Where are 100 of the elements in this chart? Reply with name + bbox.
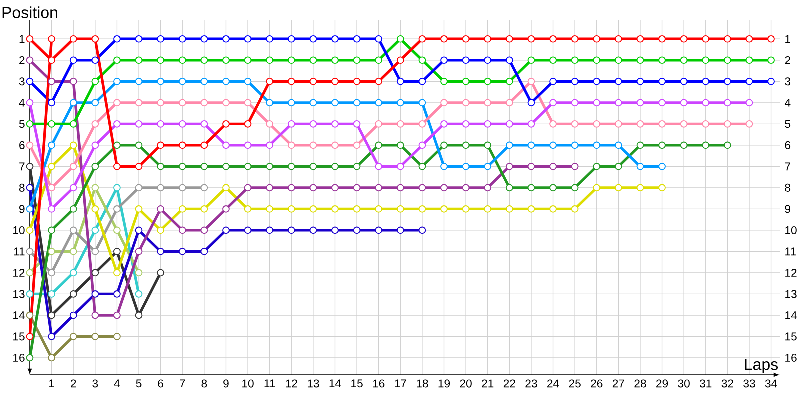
point [135, 56, 143, 64]
point [746, 35, 754, 43]
point [222, 226, 230, 234]
point [157, 99, 164, 107]
point [615, 184, 622, 192]
x-tick-label: 18 [417, 380, 428, 388]
point [310, 226, 318, 234]
point [266, 35, 274, 43]
point [462, 120, 470, 128]
x-tick-label: 22 [504, 380, 516, 388]
point [615, 142, 622, 150]
point [396, 184, 404, 192]
point [92, 333, 100, 340]
point [418, 142, 426, 150]
point [244, 56, 252, 64]
y-tick-label: 7 [20, 162, 25, 171]
point [484, 78, 492, 86]
point [114, 142, 121, 150]
point [484, 184, 492, 192]
point [506, 163, 514, 170]
x-tick-label: 10 [242, 380, 254, 388]
point [135, 226, 143, 234]
point [92, 99, 100, 107]
point [680, 120, 688, 128]
point [310, 120, 318, 128]
point [462, 184, 470, 192]
point [658, 163, 666, 170]
y-tick-label: 15 [14, 332, 25, 341]
point [396, 56, 404, 64]
point [440, 120, 448, 128]
point [266, 142, 274, 150]
point [396, 120, 404, 128]
point [114, 269, 121, 277]
point [724, 120, 732, 128]
point [157, 163, 164, 170]
point [48, 248, 56, 256]
point [462, 78, 470, 86]
point [658, 35, 666, 43]
y2-tick-label: 2 [785, 56, 790, 64]
y-tick-label: 2 [20, 56, 25, 64]
point [658, 184, 666, 192]
point [288, 99, 296, 107]
point [70, 333, 78, 340]
y-tick-label: 5 [19, 120, 25, 128]
point [593, 78, 601, 86]
point [571, 142, 579, 150]
point [440, 99, 448, 107]
point [746, 78, 754, 86]
point [353, 142, 361, 150]
point [702, 56, 710, 64]
point [70, 56, 78, 64]
point [636, 120, 644, 128]
point [353, 78, 361, 86]
point [484, 206, 492, 213]
point [636, 184, 644, 192]
y2-tick-label: 6 [785, 141, 791, 150]
point [440, 78, 448, 86]
point [680, 78, 688, 86]
x-tick-label: 32 [722, 380, 734, 388]
point [92, 163, 100, 170]
point [200, 206, 208, 213]
x-tick-label: 34 [765, 380, 778, 388]
point [375, 226, 383, 234]
point [615, 78, 622, 86]
point [114, 312, 121, 320]
x-tick-label: 6 [158, 380, 164, 388]
point [506, 56, 514, 64]
x-tick-label: 15 [352, 380, 363, 388]
point [288, 35, 296, 43]
point [114, 99, 121, 107]
point [114, 333, 121, 340]
point [396, 163, 404, 170]
point [332, 226, 339, 234]
point [266, 56, 274, 64]
point [70, 226, 78, 234]
y-tick-label: 9 [20, 205, 25, 214]
point [658, 120, 666, 128]
y-tick-label: 6 [20, 141, 25, 150]
point [593, 184, 601, 192]
y-tick-label: 4 [19, 99, 25, 107]
y2-tick-label: 7 [785, 162, 790, 171]
point [266, 226, 274, 234]
point [26, 56, 34, 64]
point [114, 206, 121, 213]
point [332, 56, 339, 64]
point [528, 120, 536, 128]
point [114, 56, 121, 64]
point [135, 312, 143, 320]
point [768, 35, 775, 43]
point [70, 35, 78, 43]
point [528, 99, 536, 107]
point [114, 163, 121, 170]
point [200, 163, 208, 170]
point [702, 78, 710, 86]
point [550, 78, 557, 86]
point [658, 56, 666, 64]
point [680, 56, 688, 64]
point [418, 163, 426, 170]
point [702, 142, 710, 150]
point [375, 78, 383, 86]
